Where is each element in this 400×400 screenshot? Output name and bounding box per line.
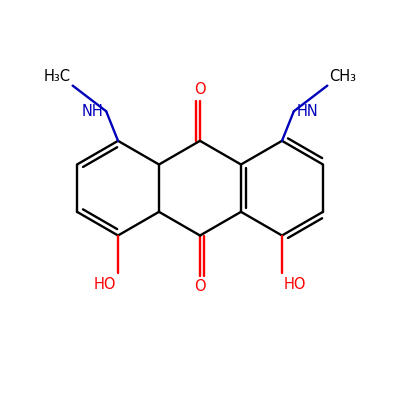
Text: NH: NH: [81, 104, 103, 119]
Text: CH₃: CH₃: [329, 69, 356, 84]
Text: HO: HO: [284, 276, 306, 292]
Text: O: O: [194, 82, 206, 98]
Text: HO: HO: [94, 276, 116, 292]
Text: HN: HN: [297, 104, 319, 119]
Text: H₃C: H₃C: [44, 69, 71, 84]
Text: O: O: [194, 279, 206, 294]
